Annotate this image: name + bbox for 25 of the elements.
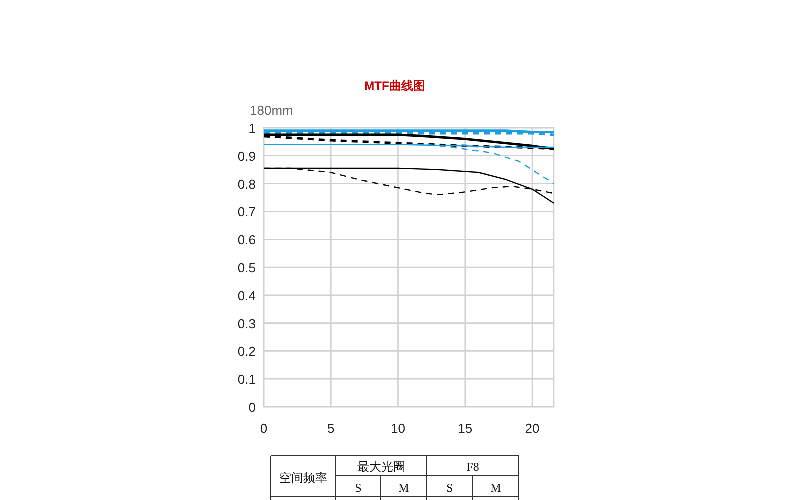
text: 最大光圈	[358, 460, 406, 474]
y-tick-label: 0.3	[238, 316, 256, 332]
y-tick-label: 0.8	[238, 176, 256, 192]
text: M	[398, 481, 410, 495]
y-tick-label: 0.4	[238, 288, 256, 304]
y-tick-label: 0.7	[238, 204, 256, 220]
y-tick-label: 1	[248, 121, 256, 136]
text: S	[446, 481, 454, 495]
y-tick-label: 0	[248, 400, 256, 415]
text: 空间频率	[280, 471, 328, 485]
y-tick-label: 0.9	[238, 148, 256, 164]
text: M	[490, 481, 502, 495]
text: F8	[466, 460, 480, 474]
x-tick-label: 0	[260, 421, 268, 436]
text: S	[355, 481, 362, 495]
y-tick-label: 0.1	[238, 372, 256, 388]
y-tick-label: 0.5	[238, 260, 256, 276]
y-axis-title: 180mm	[250, 103, 294, 118]
y-tick-label: 0.2	[238, 344, 256, 360]
x-tick-label: 5	[328, 421, 335, 436]
x-tick-label: 20	[525, 421, 540, 436]
chart-title: MTF曲线图	[364, 79, 426, 93]
y-tick-label: 0.6	[238, 232, 256, 248]
x-tick-label: 15	[458, 421, 473, 436]
x-tick-label: 10	[391, 421, 406, 436]
